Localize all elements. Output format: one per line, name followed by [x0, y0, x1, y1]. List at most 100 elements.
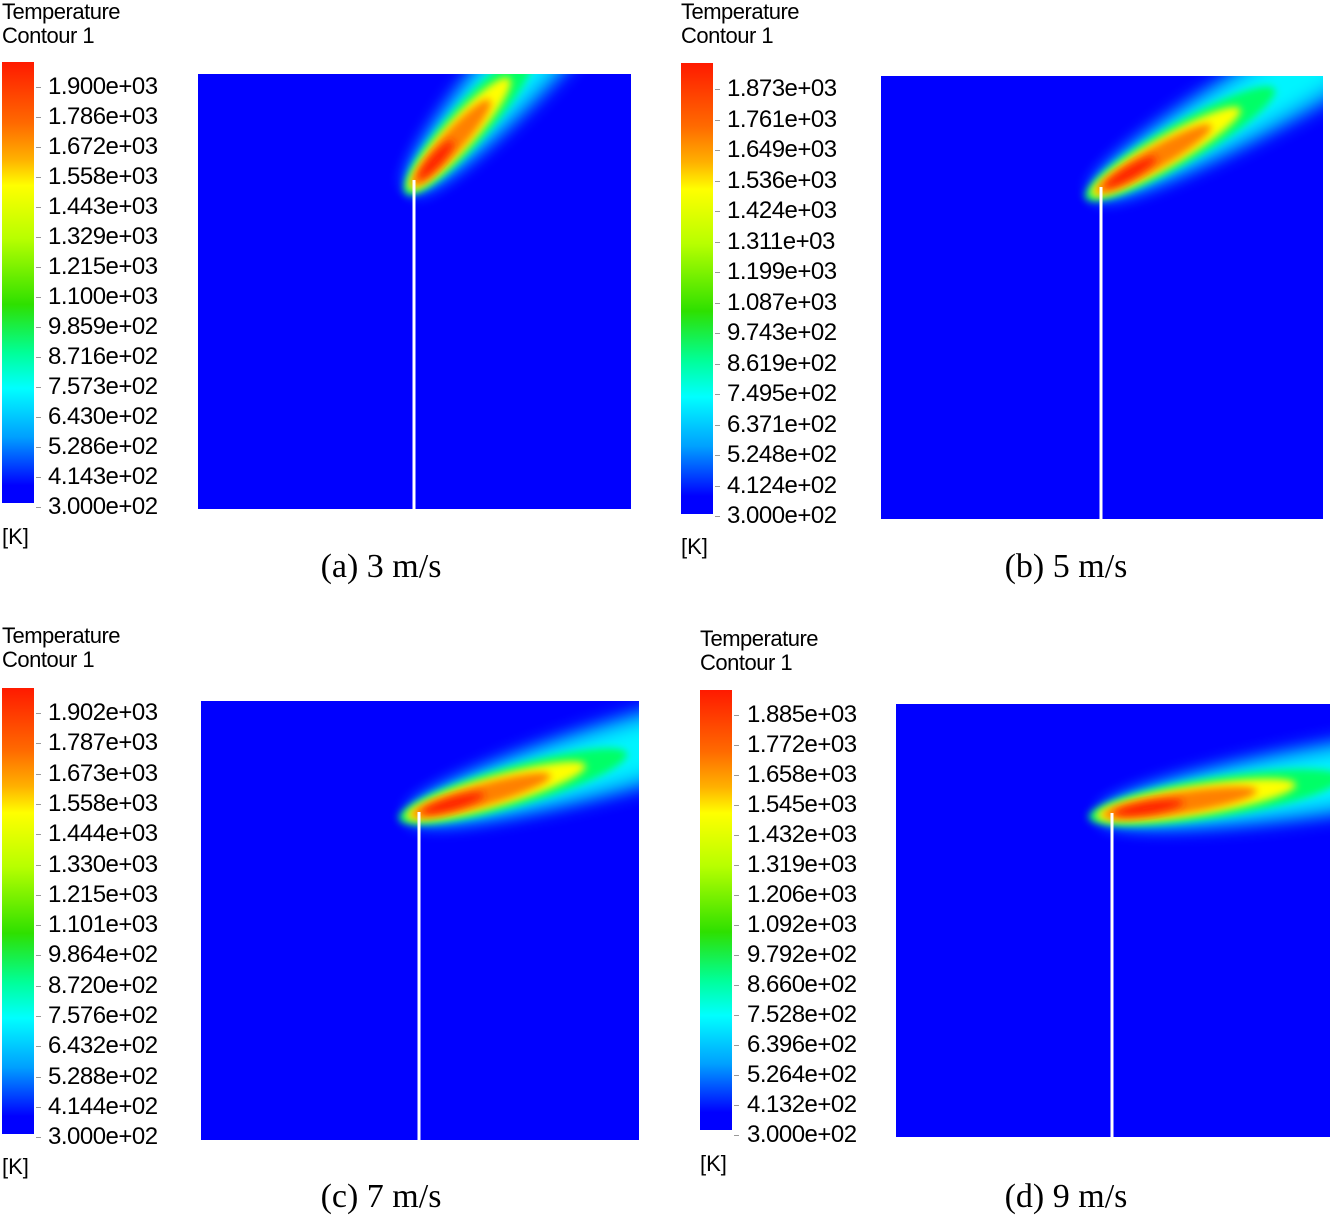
colorbar-tick-mark [36, 955, 41, 957]
colorbar [681, 63, 713, 514]
panel-caption: (b) 5 m/s [1004, 548, 1128, 585]
colorbar-tick-label: 5.286e+02 [48, 433, 158, 460]
colorbar-tick-mark [36, 267, 41, 268]
colorbar-tick-mark [36, 894, 41, 896]
colorbar-tick-label: 7.573e+02 [48, 373, 158, 400]
flame-orange [411, 772, 551, 819]
colorbar-tick-label: 9.792e+02 [747, 941, 857, 968]
colorbar-tick-label: 1.424e+03 [727, 197, 837, 224]
plume-cyan [410, 74, 631, 188]
colorbar-tick-label: 1.885e+03 [747, 701, 857, 728]
colorbar-tick-label: 1.206e+03 [747, 881, 857, 908]
panel-caption: (c) 7 m/s [320, 1178, 442, 1215]
colorbar-tick-mark [715, 394, 720, 395]
colorbar-tick-label: 5.248e+02 [727, 441, 837, 468]
colorbar-tick-mark [715, 516, 720, 517]
colorbar-tick-mark [734, 895, 739, 896]
colorbar-tick-label: 1.432e+03 [747, 821, 857, 848]
colorbar-tick-label: 8.660e+02 [747, 971, 857, 998]
unit-label: [K] [2, 524, 29, 549]
colorbar-tick-label: 1.787e+03 [48, 729, 158, 757]
colorbar-tick-label: 1.444e+03 [48, 820, 158, 848]
temperature-field [403, 74, 631, 509]
colorbar-tick-mark [715, 211, 720, 212]
temperature-field [1088, 705, 1330, 1137]
colorbar-tick-label: 8.619e+02 [727, 349, 837, 377]
colorbar-tick-mark [715, 119, 720, 121]
flame-core [1114, 799, 1184, 816]
colorbar-tick-mark [734, 1045, 739, 1046]
contour-plot [201, 701, 639, 1140]
colorbar-tick-mark [734, 1105, 739, 1106]
colorbar-tick-mark [734, 745, 739, 746]
legend-title: Temperature [700, 626, 819, 651]
colorbar-tick-label: 1.772e+03 [747, 731, 857, 758]
colorbar-tick-mark [36, 1046, 41, 1048]
colorbar-tick-mark [715, 485, 720, 487]
colorbar-tick-mark [36, 177, 41, 178]
unit-label: [K] [700, 1151, 727, 1176]
colorbar-tick-mark [734, 775, 739, 776]
colorbar-tick-mark [36, 1106, 41, 1108]
colorbar-tick-mark [36, 925, 41, 927]
colorbar-tick-mark [715, 455, 720, 456]
flame-yellow [405, 761, 586, 821]
colorbar-tick-label: 1.673e+03 [48, 759, 158, 787]
flame-green [403, 74, 535, 196]
colorbar-tick-mark [715, 272, 720, 273]
plume-outer [1100, 705, 1330, 829]
flame-core [421, 792, 485, 814]
colorbar-tick-label: 3.000e+02 [747, 1121, 857, 1148]
colorbar-tick-label: 1.100e+03 [48, 283, 158, 310]
colorbar [2, 62, 34, 503]
colorbar-tick-label: 6.432e+02 [48, 1032, 158, 1060]
flame-core [417, 140, 454, 180]
legend-title: Temperature [2, 0, 121, 24]
colorbar-tick-label: 6.371e+02 [727, 410, 837, 438]
colorbar-tick-mark [715, 180, 720, 182]
flame-orange [1102, 786, 1257, 820]
colorbar-tick-mark [36, 1016, 41, 1017]
unit-label: [K] [2, 1154, 29, 1179]
flame-green [398, 748, 628, 825]
flame-yellow [408, 77, 511, 191]
legend-subtitle: Contour 1 [2, 23, 95, 48]
colorbar-tick-label: 1.545e+03 [747, 791, 857, 818]
colorbar-tick-label: 9.864e+02 [48, 941, 158, 969]
colorbar-tick-mark [36, 985, 41, 987]
flame [1088, 705, 1330, 829]
flame [1084, 76, 1323, 201]
legend-subtitle: Contour 1 [700, 650, 793, 675]
colorbar-tick-label: 3.000e+02 [48, 1123, 158, 1151]
legend-title: Temperature [2, 623, 121, 648]
flame-yellow [1095, 778, 1296, 823]
colorbar-tick-label: 1.786e+03 [48, 103, 158, 130]
colorbar-tick-label: 9.743e+02 [727, 319, 837, 346]
colorbar-tick-label: 6.430e+02 [48, 403, 158, 430]
colorbar-tick-mark [734, 925, 739, 926]
colorbar-tick-mark [36, 207, 41, 208]
colorbar-tick-mark [734, 715, 739, 716]
colorbar-tick-label: 7.495e+02 [727, 380, 837, 407]
colorbar-tick-mark [36, 447, 41, 448]
colorbar-tick-label: 9.859e+02 [48, 313, 158, 340]
colorbar-tick-mark [36, 87, 41, 88]
colorbar-tick-label: 1.873e+03 [727, 75, 837, 102]
colorbar-tick-label: 1.311e+03 [727, 227, 835, 255]
colorbar-tick-mark [734, 865, 739, 866]
colorbar-tick-label: 1.761e+03 [727, 105, 837, 133]
colorbar-tick-label: 1.558e+03 [48, 163, 158, 190]
colorbar-tick-mark [36, 237, 41, 238]
colorbar-tick-label: 1.902e+03 [48, 699, 158, 726]
colorbar-tick-label: 1.319e+03 [747, 851, 857, 878]
legend-subtitle: Contour 1 [681, 23, 774, 48]
colorbar-tick-label: 3.000e+02 [727, 502, 837, 529]
colorbar-tick-label: 4.143e+02 [48, 463, 158, 490]
colorbar-tick-label: 1.199e+03 [727, 258, 837, 285]
colorbar-tick-mark [734, 955, 739, 956]
temperature-field [1084, 76, 1323, 519]
contour-plot [881, 76, 1323, 519]
colorbar-tick-label: 1.330e+03 [48, 850, 158, 878]
